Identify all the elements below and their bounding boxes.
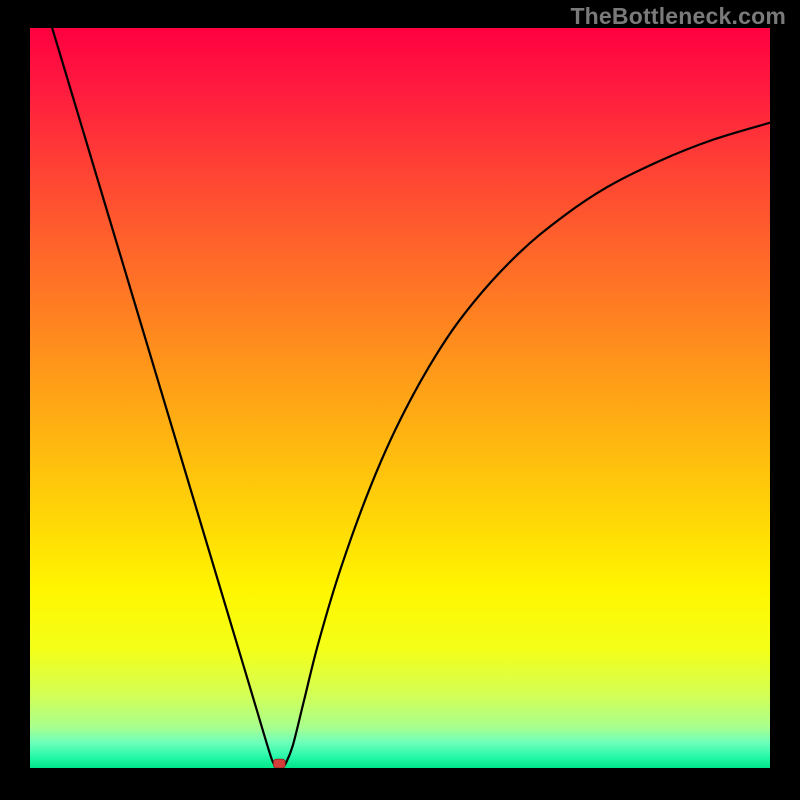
chart-frame: TheBottleneck.com [0, 0, 800, 800]
watermark-label: TheBottleneck.com [570, 3, 786, 30]
valley-marker [273, 759, 285, 768]
plot-area [30, 28, 770, 768]
gradient-background [30, 28, 770, 768]
plot-svg [30, 28, 770, 768]
